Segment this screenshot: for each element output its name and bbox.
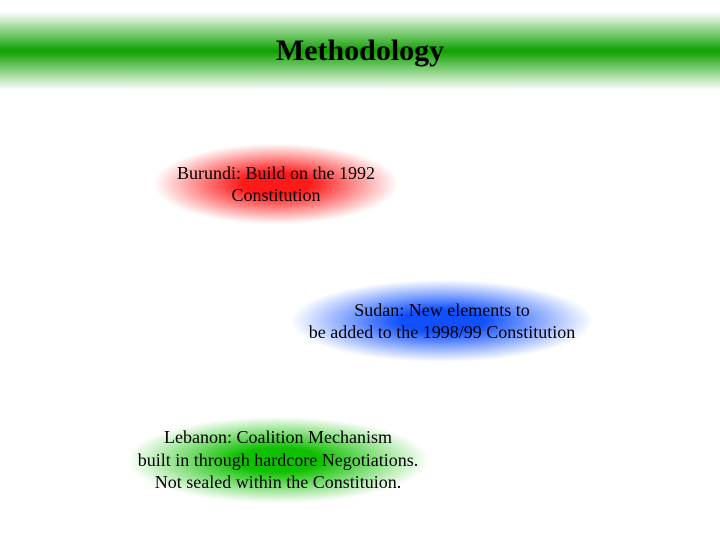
bubble-lebanon: Lebanon: Coalition Mechanism built in th… — [68, 400, 488, 520]
bubble-lebanon-text: Lebanon: Coalition Mechanism built in th… — [138, 426, 418, 494]
bubble-sudan-text: Sudan: New elements to be added to the 1… — [309, 299, 575, 344]
bubble-burundi-text: Burundi: Build on the 1992 Constitution — [177, 162, 375, 207]
page-title: Methodology — [0, 12, 720, 90]
bubble-sudan: Sudan: New elements to be added to the 1… — [232, 264, 652, 378]
bubble-burundi: Burundi: Build on the 1992 Constitution — [106, 128, 446, 240]
title-band: Methodology — [0, 12, 720, 90]
